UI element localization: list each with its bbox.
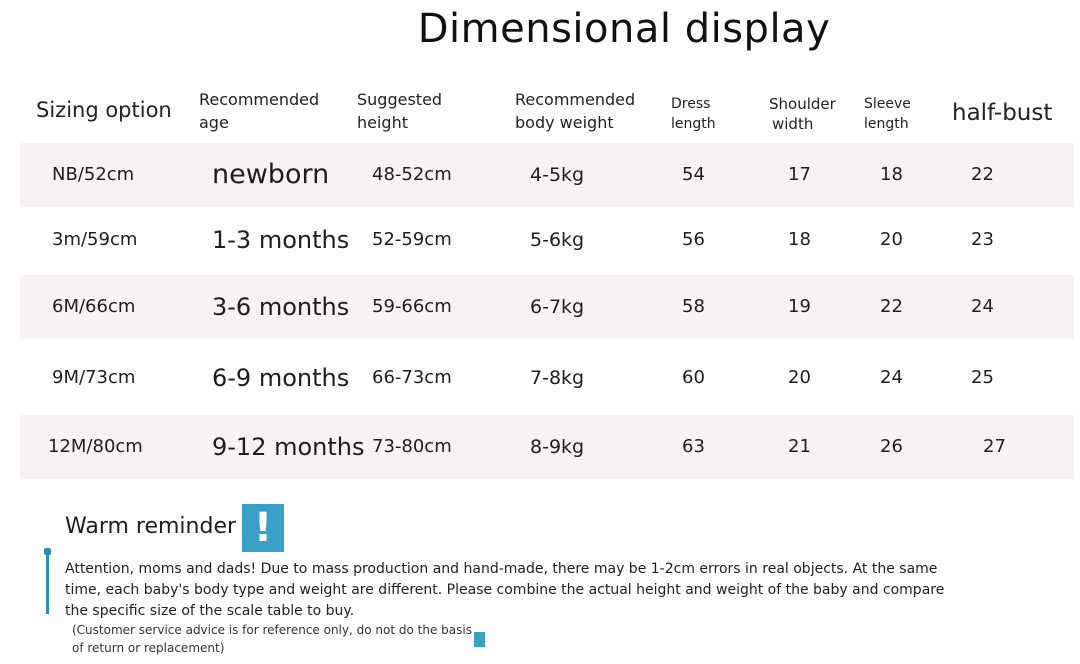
table-row: 12M/80cm 9-12 months 73-80cm 8-9kg 63 21… [20, 415, 1074, 479]
dress-length-cell: 58 [682, 296, 705, 317]
header-age-line1: Recommended [199, 90, 320, 109]
sleeve-cell: 24 [880, 367, 903, 388]
half-bust-cell: 23 [971, 229, 994, 250]
sleeve-cell: 22 [880, 296, 903, 317]
half-bust-cell: 27 [983, 436, 1006, 457]
height-cell: 48-52cm [372, 164, 452, 185]
age-cell: 9-12 months [212, 433, 365, 461]
header-age-line2: age [199, 113, 229, 132]
weight-cell: 4-5kg [530, 164, 585, 186]
header-height-line2: height [357, 113, 408, 132]
shoulder-cell: 19 [788, 296, 811, 317]
size-cell: NB/52cm [52, 164, 135, 185]
sleeve-cell: 20 [880, 229, 903, 250]
reminder-text: Attention, moms and dads! Due to mass pr… [65, 561, 945, 619]
header-dress-length: Dress length [671, 94, 716, 134]
size-cell: 6M/66cm [52, 296, 136, 317]
sleeve-cell: 26 [880, 436, 903, 457]
height-cell: 59-66cm [372, 296, 452, 317]
sleeve-cell: 18 [880, 164, 903, 185]
decorative-square-icon [474, 632, 485, 647]
header-height-line1: Suggested [357, 90, 443, 109]
dress-length-cell: 60 [682, 367, 705, 388]
accent-bar [46, 550, 49, 614]
shoulder-cell: 17 [788, 164, 811, 185]
header-sleeve-line1: Sleeve [864, 96, 911, 112]
header-shoulder-line1: Shoulder [769, 95, 836, 113]
age-cell: 3-6 months [212, 293, 350, 321]
header-recommended-age: Recommended age [199, 88, 319, 134]
table-row: 3m/59cm 1-3 months 52-59cm 5-6kg 56 18 2… [20, 208, 1074, 272]
height-cell: 66-73cm [372, 367, 452, 388]
page-title: Dimensional display [417, 6, 831, 52]
dress-length-cell: 54 [682, 164, 705, 185]
half-bust-cell: 22 [971, 164, 994, 185]
size-cell: 3m/59cm [52, 229, 138, 250]
age-cell: 6-9 months [212, 364, 350, 392]
table-row: 6M/66cm 3-6 months 59-66cm 6-7kg 58 19 2… [20, 275, 1074, 339]
header-shoulder-line2: width [772, 115, 814, 133]
age-cell: newborn [212, 159, 330, 190]
weight-cell: 8-9kg [530, 436, 585, 458]
header-suggested-height: Suggested height [357, 88, 442, 134]
shoulder-cell: 20 [788, 367, 811, 388]
half-bust-cell: 24 [971, 296, 994, 317]
disclaimer-text: (Customer service advice is for referenc… [72, 623, 472, 655]
header-half-bust: half-bust [952, 100, 1053, 126]
table-row: 9M/73cm 6-9 months 66-73cm 7-8kg 60 20 2… [20, 346, 1074, 410]
age-cell: 1-3 months [212, 226, 350, 254]
size-cell: 12M/80cm [48, 436, 143, 457]
reminder-title: Warm reminder [65, 514, 237, 539]
weight-cell: 6-7kg [530, 296, 585, 318]
weight-cell: 5-6kg [530, 229, 585, 251]
dress-length-cell: 63 [682, 436, 705, 457]
header-weight-line2: body weight [515, 113, 614, 132]
half-bust-cell: 25 [971, 367, 994, 388]
header-dress-line1: Dress [671, 96, 711, 112]
dress-length-cell: 56 [682, 229, 705, 250]
weight-cell: 7-8kg [530, 367, 585, 389]
header-sleeve-line2: length [864, 116, 909, 132]
header-weight-line1: Recommended [515, 90, 636, 109]
header-shoulder-width: Shoulder width [769, 94, 836, 134]
header-sizing-option: Sizing option [36, 98, 172, 122]
table-row: NB/52cm newborn 48-52cm 4-5kg 54 17 18 2… [20, 143, 1074, 207]
height-cell: 73-80cm [372, 436, 452, 457]
exclamation-icon: ! [242, 504, 284, 552]
height-cell: 52-59cm [372, 229, 452, 250]
header-body-weight: Recommended body weight [515, 88, 635, 134]
header-dress-line2: length [671, 116, 716, 132]
size-cell: 9M/73cm [52, 367, 136, 388]
shoulder-cell: 18 [788, 229, 811, 250]
header-sleeve-length: Sleeve length [864, 94, 911, 134]
shoulder-cell: 21 [788, 436, 811, 457]
